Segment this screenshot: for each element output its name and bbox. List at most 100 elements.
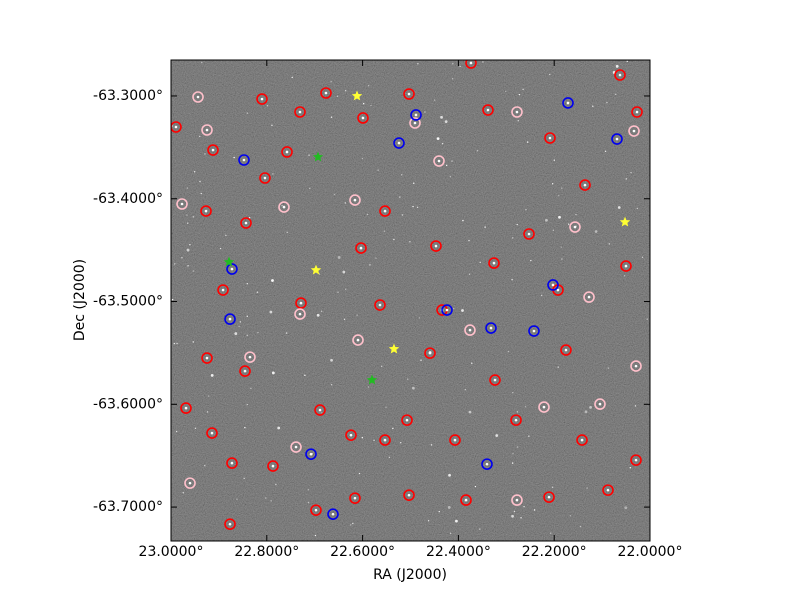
field-star	[468, 239, 470, 242]
source-marker	[238, 154, 250, 166]
field-star	[219, 247, 222, 250]
source-core	[397, 141, 401, 145]
source-core	[282, 205, 286, 209]
field-star	[541, 294, 543, 296]
field-star	[615, 64, 619, 68]
source-core	[263, 176, 267, 180]
source-core	[230, 461, 234, 465]
source-marker	[305, 448, 317, 460]
field-star	[434, 99, 436, 101]
source-marker	[171, 121, 182, 133]
field-star	[558, 215, 561, 219]
source-marker	[481, 458, 493, 470]
field-star	[308, 154, 310, 156]
star-marker	[366, 374, 378, 385]
star-marker	[351, 90, 363, 101]
field-star	[186, 222, 189, 224]
field-star	[441, 143, 444, 145]
field-star	[474, 485, 477, 488]
source-core	[211, 148, 215, 152]
source-marker	[352, 334, 364, 346]
source-core	[632, 129, 636, 133]
field-star	[246, 283, 249, 285]
source-marker	[628, 125, 640, 137]
source-core	[210, 431, 214, 435]
source-marker	[602, 484, 614, 496]
source-marker	[290, 441, 302, 453]
field-star	[345, 288, 347, 290]
source-marker	[611, 133, 623, 145]
field-star	[256, 291, 259, 293]
field-star	[623, 275, 626, 277]
source-core	[515, 498, 519, 502]
field-star	[175, 430, 178, 433]
source-core	[204, 209, 208, 213]
field-star	[358, 472, 361, 475]
source-core	[285, 150, 289, 154]
field-star	[545, 218, 548, 222]
field-star	[333, 193, 336, 196]
field-star	[367, 85, 370, 87]
field-star	[634, 405, 637, 407]
source-core	[361, 116, 365, 120]
source-core	[205, 356, 209, 360]
field-star	[194, 427, 197, 430]
source-core	[414, 113, 418, 117]
field-star	[367, 386, 370, 388]
field-star	[239, 321, 242, 323]
field-star	[452, 78, 454, 80]
field-star	[561, 187, 563, 189]
field-star	[411, 386, 415, 390]
y-tick-label: -63.7000°	[93, 499, 163, 515]
field-star	[307, 501, 310, 504]
star-marker	[223, 256, 235, 267]
source-marker	[511, 494, 523, 506]
field-star	[624, 506, 628, 510]
source-core	[573, 225, 577, 229]
x-tick-label: 22.0000°	[618, 544, 683, 560]
field-star	[449, 176, 452, 178]
source-marker	[345, 429, 357, 441]
field-star	[304, 374, 306, 377]
field-star	[530, 259, 532, 262]
y-tick-label: -63.4000°	[93, 191, 163, 207]
y-tick-label: -63.5000°	[93, 294, 163, 310]
source-core	[634, 364, 638, 368]
field-star	[186, 214, 188, 216]
source-marker	[192, 91, 204, 103]
field-star	[204, 153, 206, 155]
field-star	[356, 314, 358, 316]
source-core	[271, 464, 275, 468]
field-star	[400, 441, 402, 444]
source-core	[453, 438, 457, 442]
field-star	[523, 505, 525, 508]
source-marker	[433, 155, 445, 167]
source-core	[383, 438, 387, 442]
field-star	[174, 263, 176, 265]
field-star	[604, 150, 607, 153]
source-marker	[465, 60, 477, 69]
field-star	[584, 410, 588, 414]
field-star	[342, 270, 346, 274]
source-marker	[244, 351, 256, 363]
field-star	[381, 365, 383, 367]
source-marker	[485, 322, 497, 334]
source-core	[468, 328, 472, 332]
source-marker	[357, 112, 369, 124]
x-tick-label: 22.4000°	[426, 544, 491, 560]
source-marker	[410, 109, 422, 121]
field-star	[200, 192, 202, 195]
field-star	[629, 467, 632, 469]
source-core	[331, 512, 335, 516]
field-star	[445, 164, 448, 167]
field-star	[352, 522, 354, 525]
field-star	[409, 241, 411, 243]
source-core	[634, 458, 638, 462]
source-marker	[631, 106, 643, 118]
field-star	[192, 341, 195, 343]
field-star	[307, 489, 310, 491]
field-star	[468, 410, 472, 414]
source-marker	[576, 434, 588, 446]
y-tick-label: -63.6000°	[93, 396, 163, 412]
field-star	[199, 180, 201, 183]
